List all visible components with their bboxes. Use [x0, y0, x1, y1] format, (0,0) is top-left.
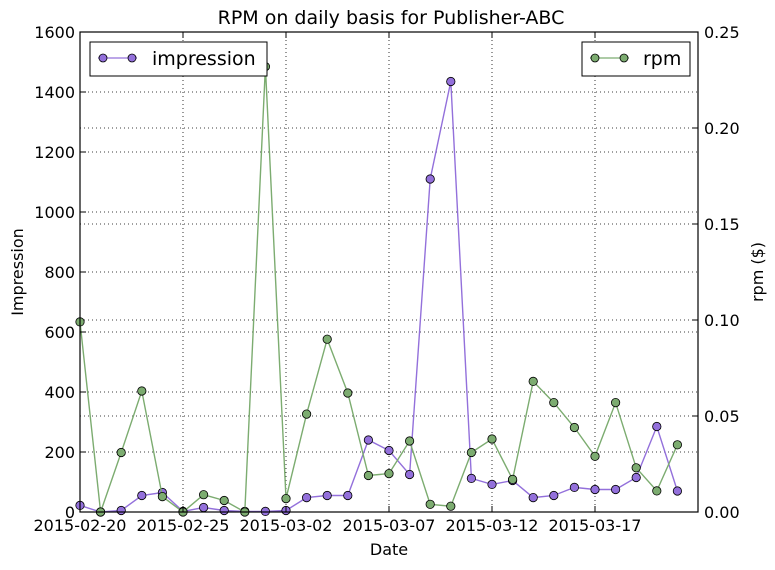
series-layer	[75, 61, 683, 517]
series-impression-point	[652, 421, 662, 432]
y-tick-label: 200	[44, 443, 75, 462]
y-tick-label: 1600	[34, 23, 75, 42]
y-tick-label: 400	[44, 383, 75, 402]
series-rpm-point	[549, 397, 559, 408]
y2-tick-label: 0.00	[704, 503, 740, 522]
series-rpm-point	[384, 468, 394, 479]
series-impression-point	[528, 492, 538, 503]
y-tick-label: 600	[44, 323, 75, 342]
series-rpm-point	[157, 491, 167, 502]
series-rpm-point	[343, 388, 353, 398]
legend-impression-marker-a	[98, 53, 108, 63]
series-rpm-point	[425, 499, 435, 509]
legend-rpm-marker-a	[590, 53, 600, 63]
series-rpm-point	[507, 474, 518, 484]
series-impression-point	[466, 473, 476, 483]
x-axis-label: Date	[370, 540, 408, 559]
x-tick-label: 2015-02-20	[34, 516, 127, 535]
y-tick-label: 1400	[34, 83, 75, 102]
series-impression-point	[446, 76, 456, 87]
series-impression-point	[322, 490, 332, 501]
y-axis-label: Impression	[8, 228, 27, 316]
series-rpm-point	[569, 422, 580, 433]
y2-tick-label: 0.20	[704, 119, 740, 138]
legend-rpm-box	[581, 41, 691, 77]
series-rpm-point	[116, 447, 126, 458]
series-rpm-point	[219, 495, 229, 506]
y2-tick-label: 0.15	[704, 215, 740, 234]
series-impression-line	[79, 81, 679, 513]
series-impression-point	[590, 484, 600, 495]
series-impression-point	[219, 505, 229, 516]
x-tick-label: 2015-03-12	[446, 516, 539, 535]
series-impression-point	[137, 490, 147, 501]
y-tick-label: 1200	[34, 143, 75, 162]
ticks: 2015-02-20 2015-02-25 2015-03-02 2015-03-07…	[34, 23, 740, 535]
series-impression-point	[343, 490, 353, 501]
series-rpm-point	[631, 463, 641, 473]
series-rpm-point	[446, 501, 456, 511]
y2-tick-label: 0.05	[704, 407, 740, 426]
x-tick-label: 2015-03-17	[549, 516, 642, 535]
y-tick-label: 0	[65, 503, 75, 522]
series-impression	[75, 76, 683, 517]
series-rpm-point	[652, 486, 662, 496]
x-tick-label: 2015-03-07	[343, 516, 436, 535]
legend-rpm-marker-b	[619, 53, 629, 63]
series-rpm-point	[363, 470, 373, 481]
y-tick-label: 1000	[34, 203, 75, 222]
series-impression-point	[425, 174, 435, 184]
legend-rpm-label: rpm	[643, 48, 681, 70]
series-rpm-point	[528, 376, 538, 386]
series-impression-point	[610, 484, 621, 495]
legend-impression-marker-b	[127, 53, 137, 63]
series-impression-point	[199, 502, 209, 513]
y-tick-label: 800	[44, 263, 75, 282]
chart-title: RPM on daily basis for Publisher-ABC	[218, 7, 565, 29]
series-rpm-point	[281, 493, 291, 504]
series-impression-point	[672, 486, 683, 496]
series-impression-point	[404, 469, 415, 480]
series-impression-point	[363, 435, 373, 445]
series-impression-point	[301, 492, 312, 503]
series-impression-point	[569, 482, 580, 492]
y2-axis-label: rpm ($)	[748, 242, 767, 302]
series-rpm-point	[301, 409, 312, 419]
series-rpm-point	[487, 434, 497, 444]
legend-impression-label: impression	[152, 48, 256, 70]
series-rpm-point	[404, 436, 415, 446]
series-rpm-point	[137, 386, 147, 396]
x-tick-label: 2015-02-25	[137, 516, 230, 535]
series-impression-point	[116, 505, 126, 516]
series-impression-point	[549, 490, 559, 501]
series-impression-point	[631, 472, 641, 483]
series-rpm-point	[610, 397, 621, 408]
series-rpm	[75, 61, 683, 517]
series-rpm-point	[199, 490, 209, 500]
series-impression-point	[384, 445, 394, 456]
y2-tick-label: 0.10	[704, 311, 740, 330]
series-rpm-point	[466, 447, 476, 458]
series-impression-point	[487, 479, 497, 489]
grid	[79, 31, 698, 513]
legend-impression: impression	[89, 41, 268, 77]
series-rpm-point	[672, 440, 683, 450]
series-rpm-point	[322, 334, 332, 344]
x-tick-label: 2015-03-02	[240, 516, 333, 535]
series-impression-point	[260, 506, 270, 516]
legend-rpm: rpm	[581, 41, 691, 77]
y2-tick-label: 0.25	[704, 23, 740, 42]
legend-impression-box	[89, 41, 268, 77]
series-rpm-point	[590, 451, 600, 461]
